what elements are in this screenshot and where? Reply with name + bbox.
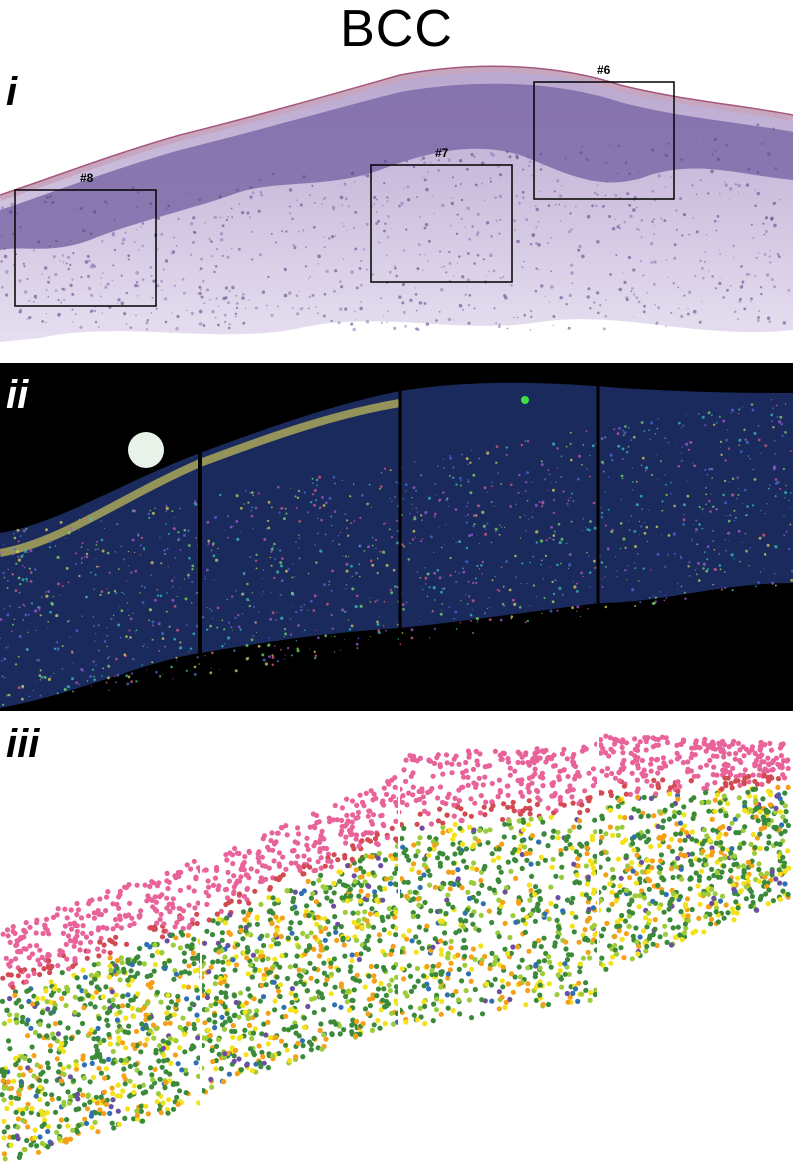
fluorescence-image — [0, 363, 793, 711]
he-image: #8 #7 #6 — [0, 60, 793, 360]
fl-bright-spot — [128, 432, 164, 468]
panel-label-i: i — [6, 72, 17, 112]
panel-label-iii: iii — [6, 724, 39, 764]
spatial-panel: iii — [0, 714, 793, 1172]
he-roi-7-label: #7 — [435, 146, 449, 160]
he-panel: #8 #7 #6 i — [0, 60, 793, 360]
spatial-spot-map — [0, 714, 793, 1172]
panel-label-ii: ii — [6, 375, 28, 415]
he-roi-6-label: #6 — [597, 63, 611, 77]
figure-title: BCC — [0, 0, 793, 58]
he-roi-8-label: #8 — [80, 171, 94, 185]
fluorescence-panel: ii — [0, 363, 793, 711]
